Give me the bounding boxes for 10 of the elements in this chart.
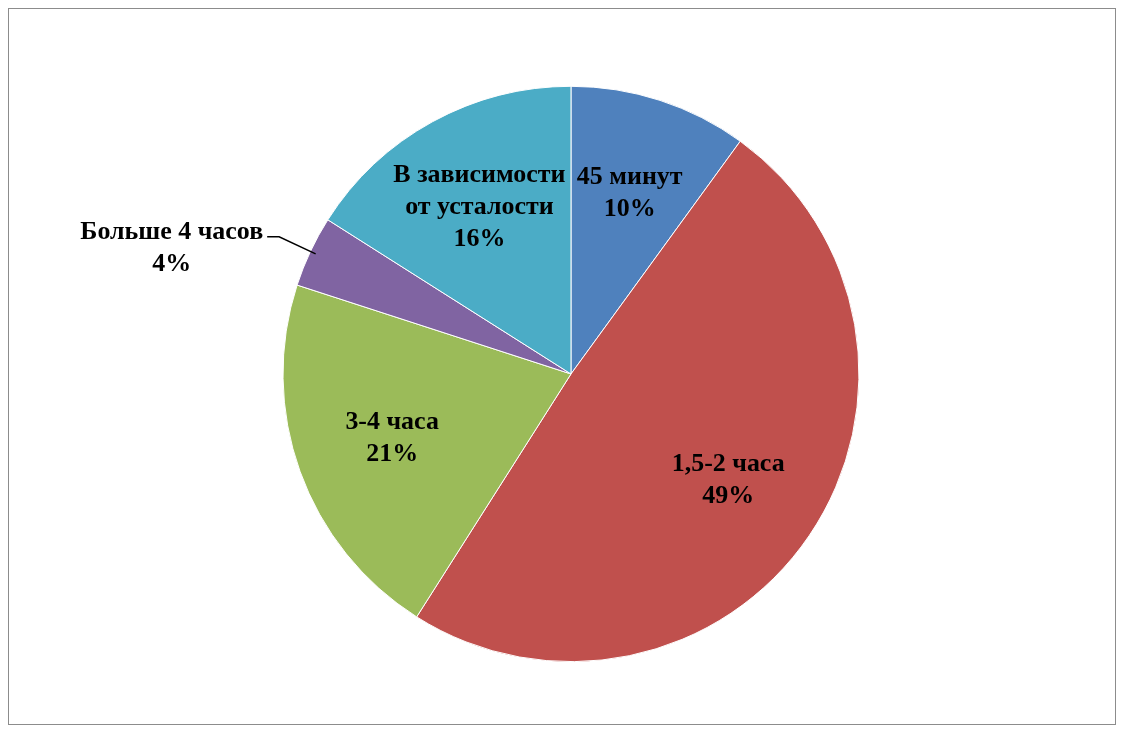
data-label: 4% (152, 248, 192, 278)
slice-label: 3-4 часа (345, 406, 439, 436)
data-label: 16% (453, 223, 506, 253)
slice-label: 1,5-2 часа (671, 448, 785, 478)
data-label: 49% (702, 480, 755, 510)
data-label: 10% (603, 193, 656, 223)
slice-label: В зависимости от усталости (393, 159, 566, 221)
slice-label: Больше 4 часов (80, 216, 264, 246)
data-label: 21% (366, 437, 419, 467)
slice-label: 45 минут (576, 161, 683, 191)
